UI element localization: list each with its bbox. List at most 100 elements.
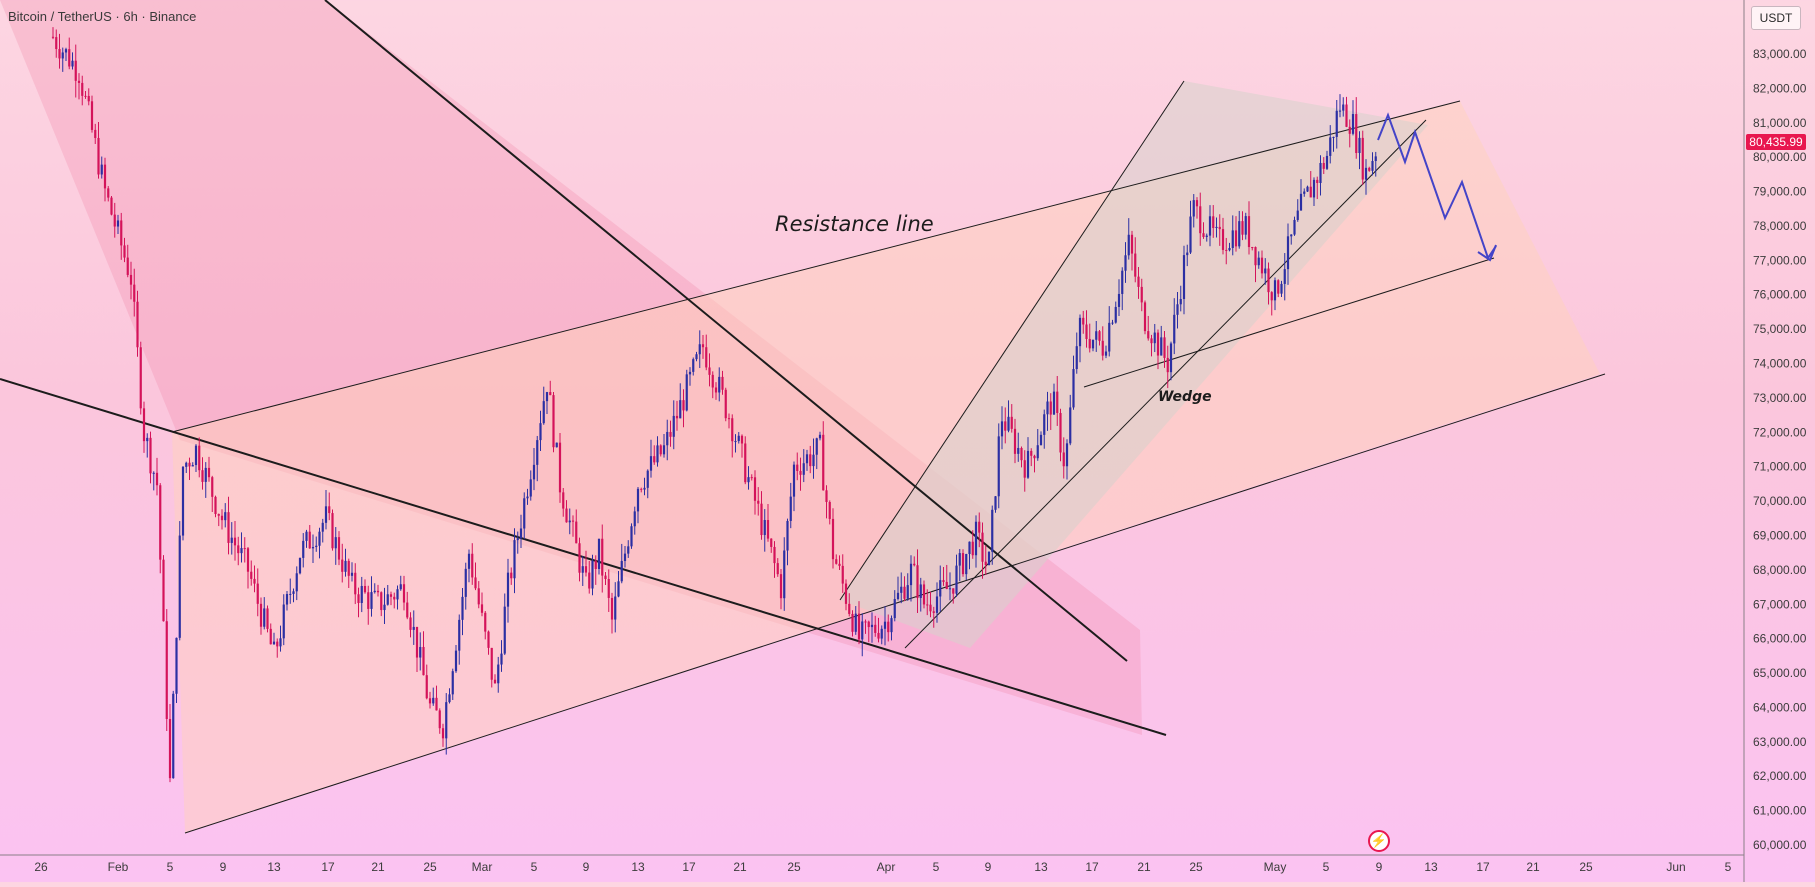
candle-body: [1195, 200, 1199, 207]
candle-body: [1374, 156, 1377, 161]
candle-body: [870, 624, 874, 628]
candle-body: [955, 565, 958, 594]
candle-body: [380, 592, 383, 611]
candle-body: [1033, 455, 1036, 459]
candle-body: [305, 531, 308, 541]
candle-body: [308, 531, 311, 549]
candle-body: [1088, 338, 1091, 349]
price-tick-label: 60,000.00: [1753, 838, 1807, 852]
candle-body: [828, 502, 831, 519]
candle-body: [1000, 421, 1004, 437]
candle-body: [636, 488, 640, 512]
wedge-upper-line: [839, 80, 1185, 601]
price-tick-label: 70,000.00: [1753, 494, 1807, 508]
candle-body: [513, 540, 516, 579]
candle-body: [731, 418, 734, 442]
candle-body: [198, 445, 201, 471]
candle-body: [796, 464, 799, 471]
candle-body: [191, 465, 194, 467]
candle-body: [1251, 247, 1254, 249]
candle-body: [1309, 186, 1312, 198]
candle-body: [649, 456, 653, 471]
candle-body: [643, 487, 646, 490]
candle-body: [159, 485, 162, 560]
candle-body: [682, 400, 685, 411]
candle-body: [822, 434, 825, 491]
candle-body: [328, 506, 331, 514]
time-tick-label: 21: [1526, 860, 1540, 874]
candle-body: [334, 537, 337, 549]
candle-body: [1020, 447, 1023, 461]
candle-body: [474, 577, 477, 589]
candle-body: [701, 344, 705, 348]
price-tick-label: 67,000.00: [1753, 597, 1807, 611]
candle-body: [155, 472, 159, 486]
candle-body: [500, 653, 503, 665]
candle-body: [337, 537, 341, 560]
candle-body: [620, 560, 623, 582]
candle-body: [272, 641, 276, 645]
candle-body: [1114, 306, 1117, 323]
candle-body: [523, 498, 526, 529]
candle-body: [68, 49, 71, 67]
candle-body: [867, 621, 870, 628]
time-tick-label: 5: [167, 860, 174, 874]
candle-body: [705, 347, 708, 368]
candle-body: [805, 454, 809, 464]
candle-body: [376, 590, 380, 593]
candle-body: [740, 435, 744, 444]
candle-body: [318, 531, 321, 546]
candle-body: [1017, 447, 1020, 454]
candle-body: [1069, 407, 1072, 444]
candle-body: [890, 618, 893, 633]
candle-body: [825, 490, 828, 503]
candle-body: [194, 445, 198, 466]
price-tick-label: 81,000.00: [1753, 116, 1807, 130]
candle-body: [1355, 114, 1358, 154]
candle-body: [302, 540, 305, 558]
candle-body: [539, 423, 542, 441]
candle-body: [484, 612, 487, 632]
candle-body: [714, 387, 718, 393]
candle-body: [1208, 216, 1212, 236]
candle-body: [1368, 167, 1371, 171]
candle-body: [1342, 104, 1345, 111]
candle-body: [562, 492, 565, 509]
candle-body: [961, 553, 965, 575]
candle-body: [1004, 421, 1007, 431]
candle-body: [584, 566, 588, 573]
candle-body: [214, 496, 217, 514]
candle-body: [266, 608, 269, 629]
price-tick-label: 72,000.00: [1753, 425, 1807, 439]
candle-body: [779, 574, 783, 599]
candle-body: [799, 470, 802, 475]
candle-body: [646, 470, 649, 488]
time-tick-label: 25: [1189, 860, 1203, 874]
candle-body: [640, 488, 643, 490]
candle-body: [149, 437, 152, 474]
candle-body: [909, 563, 913, 586]
candle-body: [991, 509, 994, 552]
candle-body: [1134, 253, 1137, 277]
candle-body: [204, 467, 207, 482]
candle-body: [1104, 351, 1108, 356]
candle-body: [770, 538, 773, 547]
candle-body: [549, 392, 552, 396]
candle-body: [1260, 257, 1264, 274]
price-tick-label: 69,000.00: [1753, 528, 1807, 542]
candle-body: [107, 188, 110, 198]
candle-body: [591, 560, 594, 589]
candle-body: [1121, 270, 1124, 294]
candle-body: [230, 537, 233, 543]
projection-arrowhead: [1477, 244, 1497, 262]
candle-body: [487, 631, 490, 648]
time-axis-ticks: 26 Feb 5 9 13 17 21 25 Mar 5 9 13 17 21 25 Apr 5 9 13 17 21 2…: [34, 860, 1731, 874]
candle-body: [1270, 292, 1273, 301]
currency-selector[interactable]: USDT: [1751, 6, 1801, 30]
candle-body: [727, 418, 731, 420]
time-tick-label: 21: [733, 860, 747, 874]
candle-body: [1156, 332, 1160, 356]
candle-body: [90, 101, 94, 130]
lightning-icon[interactable]: ⚡: [1368, 830, 1390, 852]
candle-body: [864, 621, 867, 623]
